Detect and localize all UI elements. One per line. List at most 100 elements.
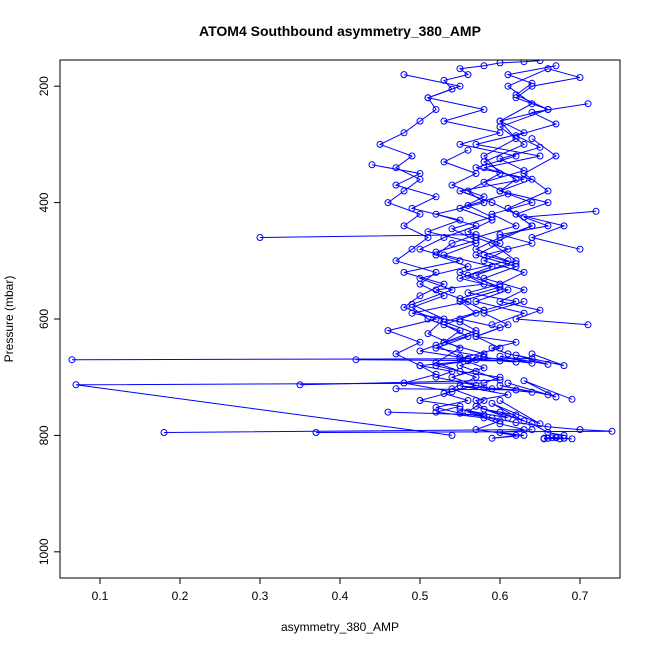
data-point — [392, 181, 400, 189]
data-point — [472, 381, 480, 389]
data-point — [528, 108, 536, 116]
data-point — [456, 140, 464, 148]
data-point — [440, 234, 448, 241]
data-point — [408, 152, 416, 160]
data-point — [576, 245, 584, 253]
data-point — [440, 390, 448, 397]
data-point — [528, 234, 536, 241]
series-line — [163, 68, 549, 433]
data-point — [416, 210, 424, 218]
data-point — [400, 71, 408, 79]
data-point — [584, 100, 592, 108]
data-point — [480, 364, 488, 372]
data-point — [440, 251, 448, 259]
series-5 — [256, 231, 536, 442]
data-point — [456, 295, 464, 303]
data-point — [520, 377, 528, 385]
data-point — [512, 419, 520, 427]
data-point — [592, 207, 600, 215]
data-point — [520, 268, 528, 276]
data-point — [496, 344, 504, 352]
data-point — [560, 362, 568, 370]
data-point — [512, 431, 520, 439]
data-point — [408, 204, 416, 212]
data-point — [472, 426, 480, 434]
data-point — [432, 408, 440, 416]
x-tick-label: 0.4 — [332, 589, 349, 603]
data-point — [528, 175, 536, 183]
series-line — [411, 68, 581, 436]
data-point — [440, 117, 448, 125]
series-line — [259, 234, 533, 439]
data-point — [392, 164, 400, 172]
y-tick-label: 600 — [37, 309, 51, 329]
data-point — [480, 106, 488, 113]
data-point — [416, 292, 424, 300]
data-point — [416, 170, 424, 177]
data-point — [72, 381, 80, 389]
data-point — [456, 274, 464, 282]
data-point — [512, 260, 520, 268]
data-point — [400, 187, 408, 195]
data-point — [608, 427, 616, 435]
data-point — [560, 434, 568, 442]
data-point — [432, 315, 440, 323]
data-point — [536, 306, 544, 314]
data-point — [528, 350, 536, 358]
data-point — [448, 373, 456, 381]
data-point — [480, 193, 488, 201]
y-axis: 200 400 600 800 1000 — [37, 76, 60, 565]
data-point — [480, 178, 488, 186]
data-point — [512, 210, 520, 218]
data-point — [68, 356, 76, 364]
data-point — [432, 106, 440, 113]
x-axis: 0.1 0.2 0.3 0.4 0.5 0.6 0.7 — [92, 578, 589, 603]
data-point — [456, 204, 464, 212]
data-point — [472, 164, 480, 172]
data-point — [296, 381, 304, 389]
data-point — [416, 397, 424, 404]
data-point — [520, 167, 528, 175]
data-point — [544, 423, 552, 431]
data-point — [448, 239, 456, 247]
data-point — [432, 341, 440, 349]
data-point — [416, 347, 424, 355]
data-point — [408, 245, 416, 253]
data-point — [432, 248, 440, 256]
data-point — [544, 222, 552, 230]
x-tick-label: 0.5 — [412, 589, 429, 603]
y-tick-label: 800 — [37, 425, 51, 445]
data-point — [496, 155, 504, 163]
data-point — [504, 71, 512, 79]
data-point — [496, 376, 504, 384]
data-point — [496, 324, 504, 332]
data-point — [392, 257, 400, 265]
data-point — [544, 65, 552, 73]
data-point — [552, 120, 560, 128]
data-point — [520, 286, 528, 294]
data-point — [496, 381, 504, 389]
series-line — [403, 74, 581, 250]
data-point — [464, 187, 472, 195]
data-point — [456, 353, 464, 361]
data-point — [504, 414, 512, 422]
data-point — [520, 60, 528, 66]
data-point — [432, 359, 440, 367]
data-point — [400, 129, 408, 137]
data-point — [548, 434, 556, 442]
series-15 — [392, 377, 576, 403]
y-tick-label: 400 — [37, 192, 51, 212]
data-point — [480, 306, 488, 314]
series-line — [355, 353, 565, 367]
data-point — [512, 152, 520, 160]
data-point — [544, 187, 552, 195]
data-point — [440, 318, 448, 326]
data-point — [488, 213, 496, 221]
x-tick-label: 0.3 — [252, 589, 269, 603]
data-point — [392, 350, 400, 358]
data-point — [456, 315, 464, 323]
data-point — [552, 152, 560, 160]
data-point — [528, 359, 536, 367]
